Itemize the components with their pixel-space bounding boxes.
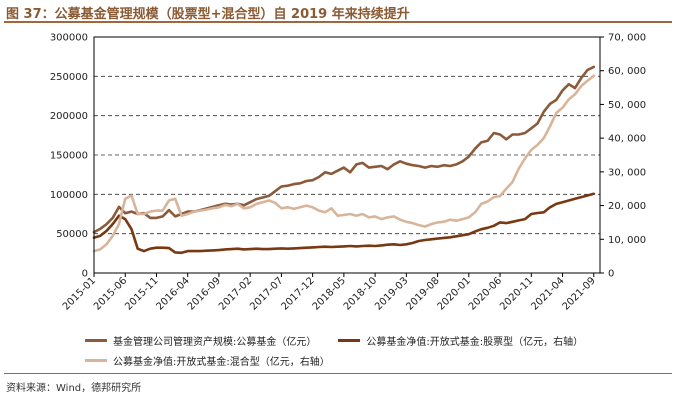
- legend-swatch-hybrid: [85, 358, 107, 362]
- right-tick-label: 40, 000: [608, 134, 646, 145]
- legend-swatch-equity: [338, 338, 361, 342]
- x-tick-label: 2015-01: [61, 275, 98, 312]
- x-tick-label: 2016-09: [186, 275, 223, 312]
- chart-title: 图 37：公募基金管理规模（股票型+混合型）自 2019 年来持续提升: [6, 7, 410, 22]
- left-tick-label: 200000: [50, 111, 88, 122]
- series-lines: [92, 65, 596, 255]
- left-axis-ticks: 0 50000 100000 150000 200000 250000 300000: [50, 33, 88, 280]
- right-tick-label: 60, 000: [608, 66, 646, 77]
- x-tick-label: 2020-06: [467, 275, 504, 312]
- x-tick-label: 2017-07: [248, 275, 285, 312]
- right-tick-label: 20, 000: [608, 201, 646, 212]
- legend-item-equity: 公募基金净值:开放式基金:股票型（亿元，右轴）: [338, 333, 583, 348]
- right-tick-label: 70, 000: [608, 33, 646, 44]
- legend: 基金管理公司管理资产规模:公募基金（亿元） 公募基金净值:开放式基金:股票型（亿…: [85, 330, 645, 370]
- legend-label-hybrid: 公募基金净值:开放式基金:混合型（亿元，右轴）: [113, 356, 330, 368]
- legend-item-total-aum: 基金管理公司管理资产规模:公募基金（亿元）: [85, 333, 316, 348]
- legend-label-equity: 公募基金净值:开放式基金:股票型（亿元，右轴）: [366, 336, 584, 348]
- series-line-hybrid: [92, 74, 596, 253]
- right-tick-label: 10, 000: [608, 235, 646, 246]
- x-tick-label: 2016-04: [154, 275, 191, 312]
- left-tick-label: 250000: [50, 72, 88, 83]
- series-line-equity: [92, 192, 596, 255]
- x-tick-label: 2021-04: [529, 275, 566, 312]
- legend-label-total-aum: 基金管理公司管理资产规模:公募基金（亿元）: [113, 336, 317, 348]
- right-tick-label: 30, 000: [608, 167, 646, 178]
- left-tick-label: 0: [82, 269, 88, 280]
- right-tick-label: 50, 000: [608, 100, 646, 111]
- x-tick-label: 2019-08: [404, 275, 441, 312]
- x-tick-label: 2020-01: [436, 275, 473, 312]
- plot-frame: [93, 36, 601, 274]
- x-tick-label: 2017-12: [279, 275, 316, 312]
- series-line-total-aum: [92, 65, 596, 234]
- x-tick-label: 2021-09: [561, 275, 598, 312]
- x-tick-label: 2015-06: [92, 275, 129, 312]
- left-tick-label: 50000: [56, 229, 88, 240]
- x-tick-label: 2018-05: [311, 275, 348, 312]
- footer-divider: [4, 373, 672, 374]
- legend-row-2: 公募基金净值:开放式基金:混合型（亿元，右轴）: [85, 350, 645, 370]
- x-tick-label: 2018-10: [342, 275, 379, 312]
- grid-lines: [94, 75, 600, 235]
- left-tick-label: 300000: [50, 33, 88, 44]
- x-tick-label: 2017-02: [217, 275, 254, 312]
- left-tick-label: 150000: [50, 151, 88, 162]
- x-tick-label: 2019-03: [373, 275, 410, 312]
- title-divider: [4, 21, 672, 23]
- x-tick-label: 2020-11: [498, 275, 535, 312]
- source-note: 资料来源：Wind，德邦研究所: [6, 383, 142, 394]
- x-axis-ticks: 2015-012015-062015-112016-042016-092017-…: [61, 273, 598, 313]
- legend-item-hybrid: 公募基金净值:开放式基金:混合型（亿元，右轴）: [85, 353, 330, 368]
- left-tick-label: 100000: [50, 190, 88, 201]
- legend-row-1: 基金管理公司管理资产规模:公募基金（亿元） 公募基金净值:开放式基金:股票型（亿…: [85, 330, 645, 350]
- right-axis-ticks: 0 10, 000 20, 000 30, 000 40, 000 50, 000 60, …: [600, 33, 646, 280]
- right-tick-label: 0: [608, 269, 614, 280]
- legend-swatch-total-aum: [85, 338, 107, 342]
- x-tick-label: 2015-11: [123, 275, 160, 312]
